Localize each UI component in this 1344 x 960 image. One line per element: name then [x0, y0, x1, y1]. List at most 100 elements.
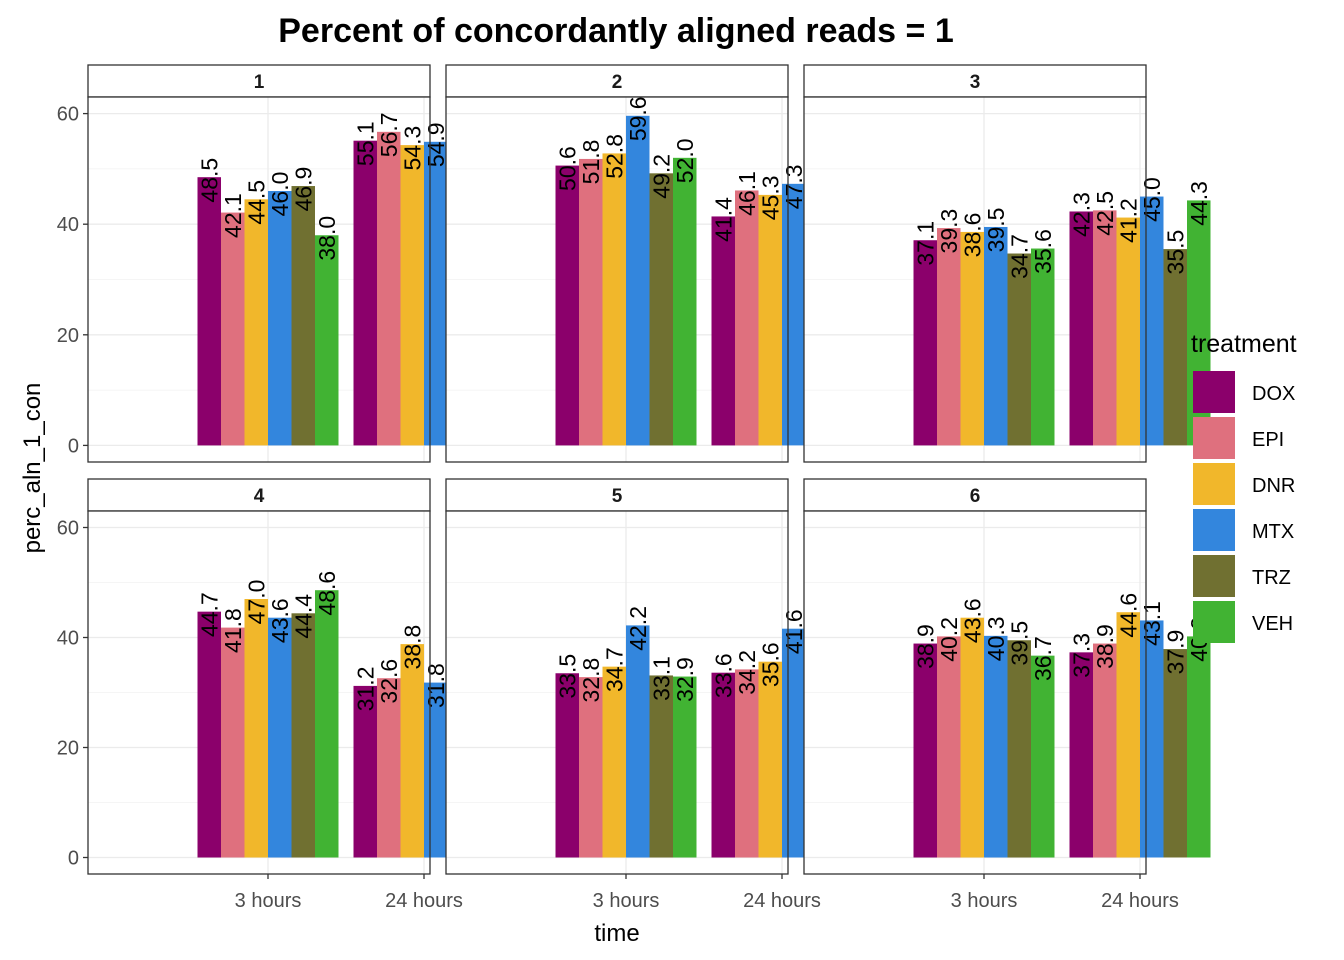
bar-dnr-3h [602, 153, 626, 446]
bar-dox-24h [1069, 652, 1093, 858]
bar-dox-3h [555, 165, 579, 446]
bar-dox-3h [197, 611, 221, 858]
bar-value-label: 40.2 [936, 617, 962, 662]
x-tick-label: 24 hours [743, 890, 821, 912]
legend-label-mtx: MTX [1252, 521, 1294, 543]
facet-strip-label: 3 [970, 72, 981, 93]
bar-veh-3h [315, 235, 339, 446]
bar-mtx-3h [626, 115, 650, 446]
legend-key-mtx [1193, 509, 1235, 551]
legend-key-dox [1193, 371, 1235, 413]
bar-value-label: 46.9 [290, 167, 316, 212]
legend-title: treatment [1191, 330, 1297, 358]
bar-value-label: 33.5 [554, 654, 580, 699]
bar-value-label: 40.3 [983, 616, 1009, 661]
x-tick-label: 24 hours [1101, 890, 1179, 912]
facet-panel-2: 2 50.651.852.859.6 49.252.0 41.446.145.347.… [445, 64, 854, 463]
bar-epi-3h [937, 228, 961, 446]
legend-key-veh [1193, 601, 1235, 643]
x-tick-label: 3 hours [951, 890, 1018, 912]
facet-panel-5: 5 33.532.834.742.2 33.132.9 33.634.235.641.… [445, 478, 854, 912]
bar-value-label: 34.2 [734, 650, 760, 695]
bar-value-label: 44.6 [1115, 593, 1141, 638]
panel-border [87, 510, 431, 875]
legend-key-trz [1193, 555, 1235, 597]
y-tick-label: 40 [57, 214, 79, 236]
bar-mtx-24h [424, 141, 448, 446]
panel-border [87, 96, 431, 463]
bar-dnr-3h [244, 199, 268, 446]
bar-dnr-24h [1116, 612, 1140, 858]
y-axis-title: perc_aln_1_con [19, 383, 46, 554]
facet-strip [445, 64, 789, 98]
bar-value-label: 46.1 [734, 171, 760, 216]
bar-dnr-24h [400, 644, 424, 858]
bar-value-label: 43.1 [1139, 601, 1165, 646]
facet-strip-label: 2 [612, 72, 623, 93]
bar-mtx-24h [1140, 196, 1164, 446]
x-tick-label: 24 hours [385, 890, 463, 912]
bar-trz-3h [291, 613, 315, 858]
bar-value-label: 41.6 [781, 609, 807, 654]
bar-value-label: 51.8 [578, 140, 604, 185]
panel-border [803, 510, 1147, 875]
bar-value-label: 37.3 [1068, 633, 1094, 678]
bar-value-label: 33.6 [710, 653, 736, 698]
y-tick-label: 60 [57, 104, 79, 126]
bar-dnr-24h [758, 194, 782, 446]
bar-value-label: 31.8 [423, 663, 449, 708]
bar-value-label: 47.0 [243, 580, 269, 625]
bar-dox-3h [555, 673, 579, 858]
bar-value-label: 32.8 [578, 658, 604, 703]
bar-trz-24h [1163, 249, 1187, 446]
y-tick-label: 40 [57, 628, 79, 650]
x-tick-label: 3 hours [593, 890, 660, 912]
legend-key-dnr [1193, 463, 1235, 505]
bar-epi-3h [579, 677, 603, 858]
bar-value-label: 34.7 [1006, 234, 1032, 279]
facet-panels: 1 48.542.144.546.046.9 38.0 55.156.754.354.… [57, 64, 1212, 912]
bar-value-label: 37.9 [1162, 630, 1188, 675]
bar-value-label: 55.1 [352, 121, 378, 166]
chart-title: Percent of concordantly aligned reads = … [278, 12, 953, 50]
facet-strip [87, 478, 431, 512]
bar-value-label: 35.6 [1030, 229, 1056, 274]
bar-dox-24h [1069, 211, 1093, 446]
facet-panel-1: 1 48.542.144.546.046.9 38.0 55.156.754.354.… [57, 64, 496, 463]
bar-value-label: 47.3 [781, 164, 807, 209]
bar-mtx-3h [268, 191, 292, 446]
bar-value-label: 38.6 [959, 213, 985, 258]
bar-veh-3h [673, 676, 697, 858]
bar-value-label: 42.5 [1092, 191, 1118, 236]
bar-value-label: 38.8 [399, 625, 425, 670]
bar-value-label: 43.6 [267, 598, 293, 643]
bar-value-label: 59.6 [625, 96, 651, 141]
legend-key-epi [1193, 417, 1235, 459]
legend-label-trz: TRZ [1252, 567, 1291, 589]
bar-value-label: 44.4 [290, 594, 316, 639]
bar-dnr-24h [400, 145, 424, 446]
bar-epi-3h [937, 636, 961, 858]
bar-veh-3h [1031, 655, 1055, 858]
bar-dnr-3h [602, 666, 626, 858]
bar-epi-24h [1093, 643, 1117, 858]
bar-value-label: 38.0 [314, 216, 340, 261]
bar-value-label: 39.3 [936, 209, 962, 254]
bar-value-label: 41.2 [1115, 198, 1141, 243]
facet-strip [803, 64, 1147, 98]
bar-value-label: 36.7 [1030, 636, 1056, 681]
bar-value-label: 52.0 [672, 138, 698, 183]
bar-value-label: 32.6 [376, 659, 402, 704]
legend-label-veh: VEH [1252, 613, 1293, 635]
bar-value-label: 43.6 [959, 598, 985, 643]
y-tick-label: 20 [57, 738, 79, 760]
bar-veh-3h [315, 590, 339, 858]
bar-trz-3h [291, 186, 315, 446]
bar-value-label: 39.5 [983, 208, 1009, 253]
bar-value-label: 41.8 [220, 608, 246, 653]
bar-mtx-24h [782, 628, 806, 858]
bar-dox-24h [711, 672, 735, 858]
bar-value-label: 54.9 [423, 122, 449, 167]
bar-dox-3h [197, 177, 221, 446]
